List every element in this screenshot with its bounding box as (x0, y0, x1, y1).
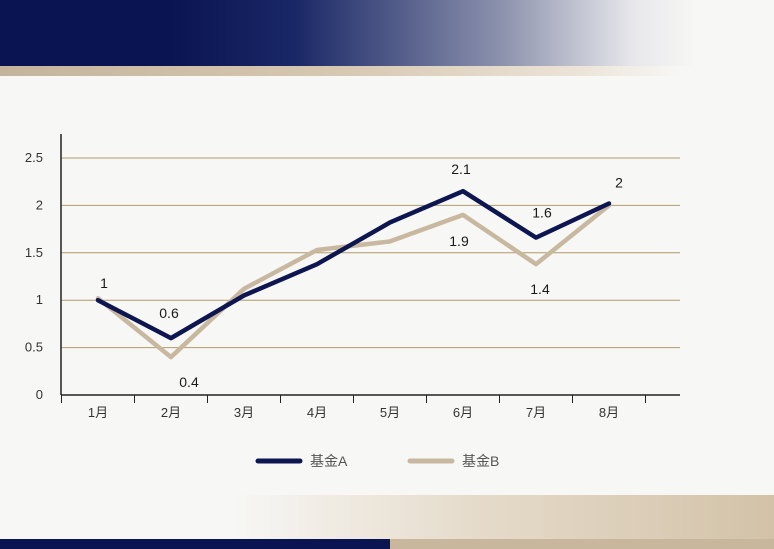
y-tick-label: 1.5 (25, 245, 43, 260)
x-tick-label: 7月 (526, 405, 546, 420)
y-tick-label: 1 (36, 292, 43, 307)
y-tick-label: 2 (36, 197, 43, 212)
x-tick-label: 5月 (380, 405, 400, 420)
data-label: 1.6 (532, 205, 552, 221)
data-label: 1.9 (449, 233, 469, 249)
data-label: 2.1 (451, 161, 471, 177)
series-line-a (95, 188, 612, 341)
data-label: 2 (615, 175, 623, 191)
y-tick-label: 0.5 (25, 340, 43, 355)
footer-tan-bar (390, 539, 774, 549)
x-tick-label: 6月 (453, 405, 473, 420)
legend-label: 基金B (462, 453, 499, 469)
x-tick-label: 3月 (234, 405, 254, 420)
x-tick-label: 4月 (307, 405, 327, 420)
y-tick-label: 0 (36, 387, 43, 402)
footer-navy-bar (0, 539, 390, 549)
x-tick-label: 8月 (599, 405, 619, 420)
footer-gradient (0, 495, 774, 539)
data-label: 1 (100, 275, 108, 291)
legend-label: 基金A (310, 453, 348, 469)
data-label: 1.4 (530, 281, 550, 297)
x-tick-label: 1月 (88, 405, 108, 420)
header-gradient-band (0, 0, 774, 66)
x-tick-label: 2月 (161, 405, 181, 420)
header-accent-stripe (0, 66, 774, 76)
data-label: 0.6 (159, 305, 179, 321)
data-label: 0.4 (179, 374, 199, 390)
y-tick-label: 2.5 (25, 150, 43, 165)
